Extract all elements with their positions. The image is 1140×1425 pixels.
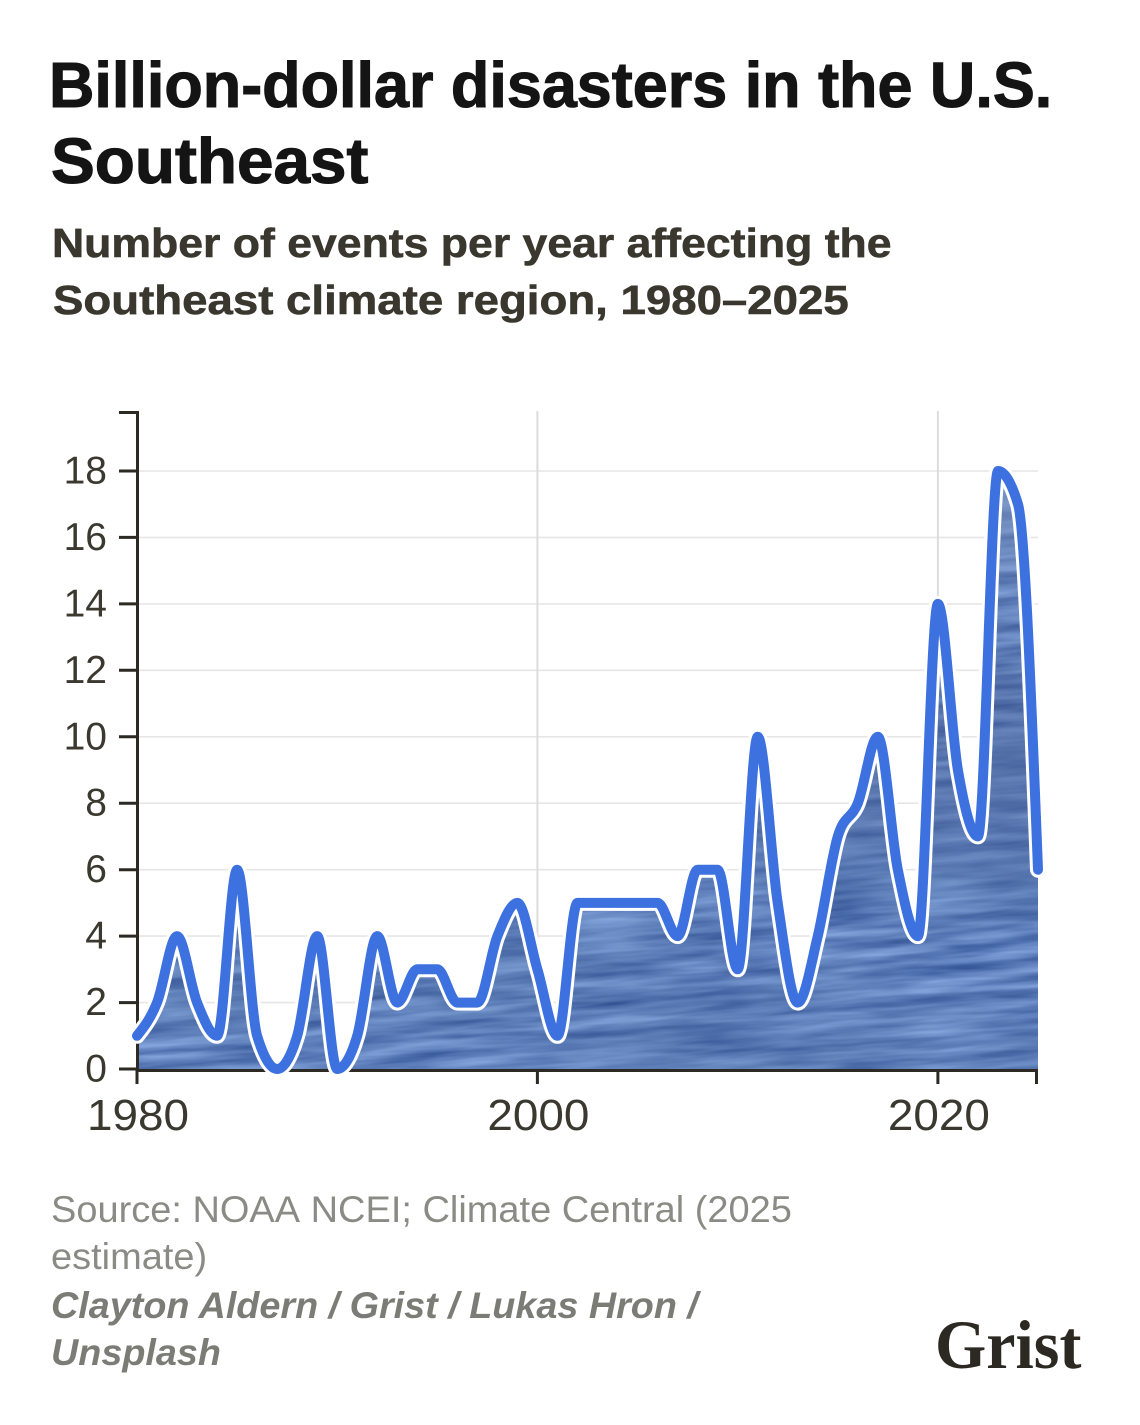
svg-text:2: 2 <box>85 981 107 1024</box>
svg-text:2000: 2000 <box>487 1091 589 1140</box>
svg-text:16: 16 <box>64 516 107 559</box>
svg-text:6: 6 <box>85 848 107 891</box>
svg-text:4: 4 <box>85 915 107 958</box>
svg-text:12: 12 <box>64 649 107 692</box>
svg-text:18: 18 <box>64 450 107 493</box>
svg-text:0: 0 <box>85 1048 107 1091</box>
svg-text:10: 10 <box>64 715 107 758</box>
svg-text:8: 8 <box>85 782 107 825</box>
svg-text:2020: 2020 <box>888 1091 990 1140</box>
svg-text:1980: 1980 <box>87 1091 189 1140</box>
svg-text:14: 14 <box>64 582 107 625</box>
